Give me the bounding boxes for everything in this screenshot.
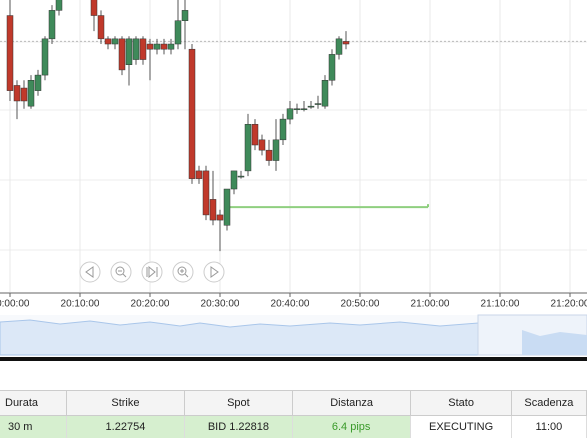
candle-body	[272, 139, 280, 161]
candle-body	[104, 38, 112, 45]
candle-body	[174, 20, 182, 45]
arrow-icons	[85, 266, 219, 278]
cell: 11:00	[511, 415, 587, 438]
positions-table: Durata Strike Spot Distanza Stato Scadenza 30…	[0, 390, 587, 438]
candle-body	[258, 139, 266, 151]
candle-body	[293, 108, 301, 110]
candle-body	[90, 0, 98, 16]
cell: 6.4 pips	[292, 415, 412, 438]
reset-button[interactable]	[141, 261, 163, 283]
candle-body	[300, 108, 308, 110]
candle-body	[335, 38, 343, 55]
candle-body	[167, 43, 175, 50]
cell: 1.22754	[66, 415, 185, 438]
pan-left-button[interactable]	[79, 261, 101, 283]
time-label: 20:30:00	[201, 299, 240, 310]
candle-body	[237, 175, 245, 178]
chart: 20:00:00 20:10:00 20:20:00 20:30:00 20:40:00…	[0, 0, 587, 361]
plot	[0, 0, 587, 252]
scrollbar[interactable]	[0, 357, 587, 361]
candle-body	[125, 38, 133, 65]
candle-body	[265, 149, 273, 161]
candle-body	[209, 199, 217, 221]
navigator-series	[0, 319, 479, 356]
candle-body	[328, 54, 336, 81]
candle-body	[202, 170, 210, 216]
candle-body	[139, 38, 147, 60]
time-label: 21:10:00	[481, 299, 520, 310]
candle-body	[27, 80, 35, 107]
candle-body	[34, 74, 42, 91]
candle-body	[13, 85, 21, 102]
cell: BID 1.22818	[184, 415, 293, 438]
candle-body	[118, 38, 126, 71]
time-label: 21:20:00	[551, 299, 587, 310]
navigator-series-window	[522, 330, 587, 355]
candle-body	[342, 41, 350, 45]
time-label: 20:00:00	[0, 299, 30, 310]
candle-body	[6, 15, 14, 91]
pan-right-button[interactable]	[203, 261, 225, 283]
column-header[interactable]: Spot	[184, 390, 293, 416]
candle-body	[181, 10, 189, 21]
candle-body	[48, 10, 56, 40]
column-header[interactable]: Durata	[0, 390, 67, 416]
candle-body	[111, 38, 119, 45]
time-labels: 20:00:00 20:10:00 20:20:00 20:30:00 20:40:00…	[0, 293, 587, 310]
zoom-controls	[79, 261, 225, 283]
zoom-out-button[interactable]	[110, 261, 132, 283]
time-label: 20:10:00	[61, 299, 100, 310]
candle-body	[146, 43, 154, 50]
cell: 30 m	[0, 415, 67, 438]
candle-body	[286, 108, 294, 120]
candle-body	[251, 124, 259, 146]
candle-body	[314, 103, 322, 105]
candle-body	[41, 38, 49, 76]
column-header[interactable]: Stato	[410, 390, 512, 416]
candle-body	[188, 48, 196, 179]
column-header[interactable]: Distanza	[292, 390, 412, 416]
grid	[0, 0, 587, 292]
cell: EXECUTING	[410, 415, 512, 438]
time-label: 20:40:00	[271, 299, 310, 310]
candle-body	[307, 105, 315, 108]
candle-body	[321, 80, 329, 107]
candle-body	[55, 0, 63, 11]
candle-body	[153, 43, 161, 50]
time-label: 20:20:00	[131, 299, 170, 310]
candle-body	[279, 118, 287, 141]
candle-body	[216, 214, 224, 221]
candle-body	[97, 15, 105, 40]
candle-body	[230, 170, 238, 190]
candle-body	[160, 43, 168, 50]
time-label: 21:00:00	[411, 299, 450, 310]
candle-body	[195, 170, 203, 179]
time-label: 20:50:00	[341, 299, 380, 310]
column-header[interactable]: Scadenza	[511, 390, 587, 416]
zoom-in-button[interactable]	[172, 261, 194, 283]
candle-body	[20, 87, 28, 102]
column-header[interactable]: Strike	[66, 390, 185, 416]
candle-body	[132, 38, 140, 60]
zoom-icons	[115, 265, 189, 279]
candle-body	[244, 124, 252, 172]
candle-body	[223, 188, 231, 226]
